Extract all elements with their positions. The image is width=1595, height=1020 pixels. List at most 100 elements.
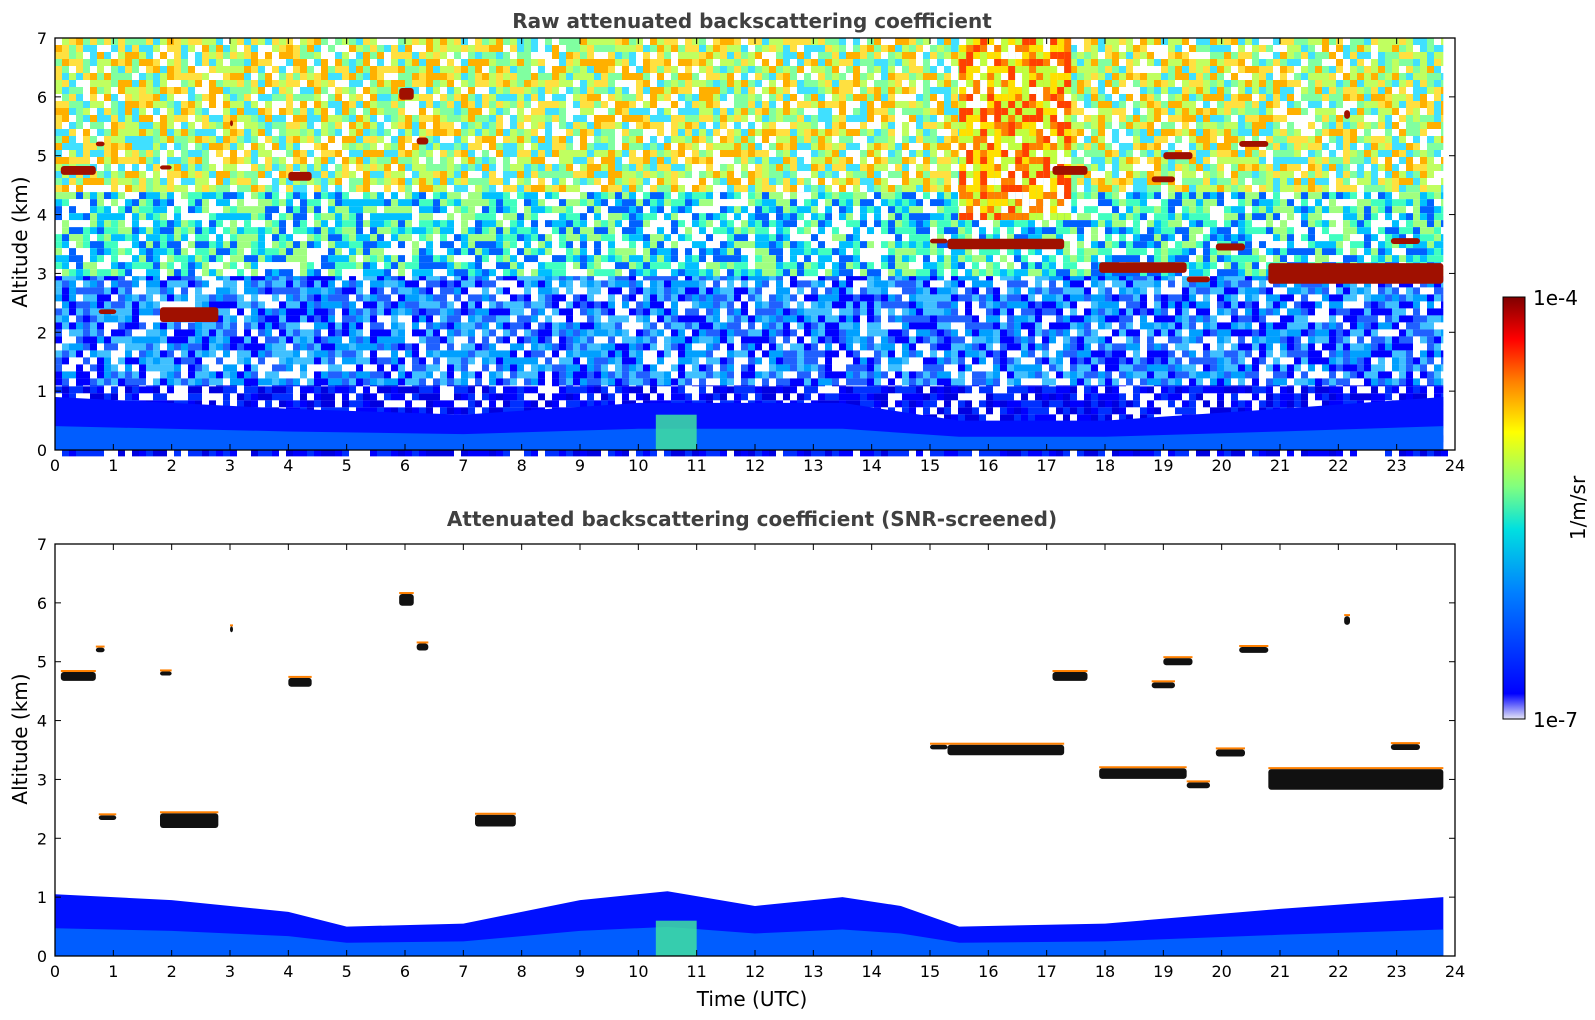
noise-cell: [601, 322, 608, 330]
noise-cell: [692, 294, 699, 302]
noise-cell: [1035, 315, 1042, 323]
noise-cell: [1252, 371, 1259, 379]
noise-cell: [1098, 322, 1105, 330]
noise-cell: [566, 329, 573, 337]
noise-cell: [1035, 280, 1042, 288]
noise-cell: [1245, 336, 1252, 344]
noise-cell: [1168, 407, 1175, 415]
noise-cell: [55, 350, 62, 358]
noise-cell: [1028, 357, 1035, 365]
noise-cell: [251, 329, 258, 337]
noise-cell: [419, 329, 426, 337]
noise-cell: [496, 280, 503, 288]
noise-cell: [118, 287, 125, 295]
noise-cell: [965, 414, 972, 422]
noise-cell: [307, 400, 314, 408]
noise-cell: [55, 357, 62, 365]
noise-cell: [300, 294, 307, 302]
noise-cell: [769, 343, 776, 351]
noise-cell: [384, 386, 391, 394]
noise-cell: [1189, 329, 1196, 337]
noise-cell: [251, 364, 258, 372]
noise-cell: [881, 336, 888, 344]
noise-cell: [223, 273, 230, 281]
noise-cell: [384, 273, 391, 281]
noise-cell: [1014, 357, 1021, 365]
noise-cell: [713, 350, 720, 358]
noise-cell: [671, 287, 678, 295]
noise-cell: [1042, 407, 1049, 415]
noise-cell: [405, 449, 412, 457]
noise-cell: [132, 315, 139, 323]
noise-cell: [916, 378, 923, 386]
noise-cell: [930, 273, 937, 281]
noise-cell: [811, 287, 818, 295]
noise-cell: [1238, 329, 1245, 337]
noise-cell: [251, 350, 258, 358]
noise-cell: [657, 449, 664, 457]
noise-cell: [405, 378, 412, 386]
noise-cell: [1056, 343, 1063, 351]
noise-cell: [881, 378, 888, 386]
noise-cell: [1084, 308, 1091, 316]
noise-cell: [699, 393, 706, 401]
noise-cell: [713, 386, 720, 394]
noise-cell: [1168, 329, 1175, 337]
noise-cell: [573, 315, 580, 323]
noise-cell: [1217, 343, 1224, 351]
noise-cell: [146, 294, 153, 302]
noise-cell: [1070, 371, 1077, 379]
noise-cell: [160, 280, 167, 288]
noise-cell: [139, 280, 146, 288]
noise-cell: [76, 273, 83, 281]
noise-cell: [769, 308, 776, 316]
noise-cell: [1035, 294, 1042, 302]
noise-cell: [1252, 378, 1259, 386]
noise-cell: [55, 378, 62, 386]
noise-cell: [671, 336, 678, 344]
noise-cell: [811, 393, 818, 401]
noise-cell: [125, 378, 132, 386]
noise-cell: [531, 308, 538, 316]
noise-cell: [881, 393, 888, 401]
noise-cell: [1182, 301, 1189, 309]
noise-cell: [321, 308, 328, 316]
noise-cell: [328, 449, 335, 457]
noise-cell: [1014, 414, 1021, 422]
noise-cell: [629, 378, 636, 386]
noise-cell: [874, 294, 881, 302]
noise-cell: [195, 336, 202, 344]
noise-cell: [762, 449, 769, 457]
noise-cell: [797, 315, 804, 323]
noise-cell: [755, 350, 762, 358]
noise-cell: [839, 294, 846, 302]
noise-cell: [720, 350, 727, 358]
noise-cell: [454, 308, 461, 316]
noise-cell: [356, 350, 363, 358]
noise-cell: [1133, 343, 1140, 351]
noise-cell: [769, 371, 776, 379]
noise-cell: [1245, 357, 1252, 365]
noise-cell: [1119, 336, 1126, 344]
noise-cell: [832, 308, 839, 316]
noise-cell: [622, 329, 629, 337]
noise-cell: [769, 357, 776, 365]
noise-cell: [167, 386, 174, 394]
noise-cell: [174, 273, 181, 281]
noise-cell: [1049, 308, 1056, 316]
noise-cell: [1098, 315, 1105, 323]
noise-cell: [566, 378, 573, 386]
noise-cell: [1175, 308, 1182, 316]
noise-cell: [461, 315, 468, 323]
noise-cell: [720, 336, 727, 344]
noise-cell: [517, 343, 524, 351]
noise-cell: [1028, 273, 1035, 281]
noise-cell: [1140, 336, 1147, 344]
noise-cell: [1168, 322, 1175, 330]
noise-cell: [657, 329, 664, 337]
noise-cell: [1126, 287, 1133, 295]
noise-cell: [447, 386, 454, 394]
noise-cell: [1126, 400, 1133, 408]
noise-cell: [1161, 371, 1168, 379]
noise-cell: [160, 386, 167, 394]
